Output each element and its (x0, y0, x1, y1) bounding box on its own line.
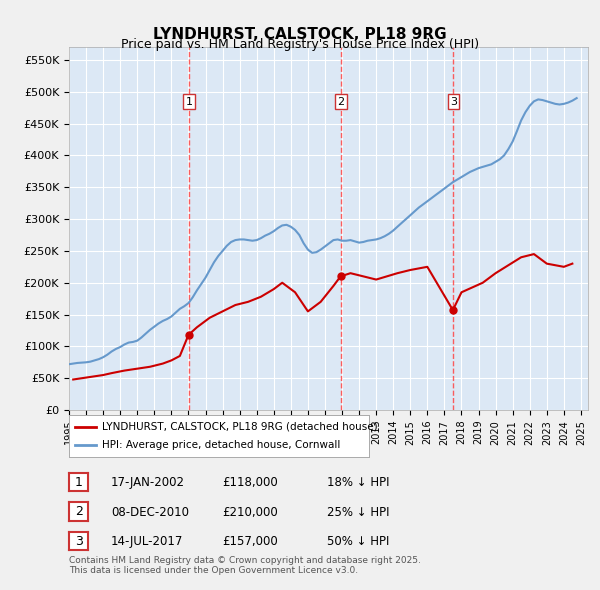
Text: 3: 3 (450, 97, 457, 107)
Text: £157,000: £157,000 (222, 535, 278, 548)
Text: 14-JUL-2017: 14-JUL-2017 (111, 535, 184, 548)
Text: 50% ↓ HPI: 50% ↓ HPI (327, 535, 389, 548)
Point (336, 271, 346, 281)
Text: 18% ↓ HPI: 18% ↓ HPI (327, 476, 389, 489)
Text: Price paid vs. HM Land Registry's House Price Index (HPI): Price paid vs. HM Land Registry's House … (121, 38, 479, 51)
Text: 1: 1 (186, 97, 193, 107)
Text: LYNDHURST, CALSTOCK, PL18 9RG: LYNDHURST, CALSTOCK, PL18 9RG (153, 27, 447, 41)
Text: 2: 2 (74, 505, 83, 518)
Text: HPI: Average price, detached house, Cornwall: HPI: Average price, detached house, Corn… (102, 440, 340, 450)
Text: 3: 3 (74, 535, 83, 548)
Text: 17-JAN-2002: 17-JAN-2002 (111, 476, 185, 489)
Text: LYNDHURST, CALSTOCK, PL18 9RG (detached house): LYNDHURST, CALSTOCK, PL18 9RG (detached … (102, 422, 377, 432)
Text: 25% ↓ HPI: 25% ↓ HPI (327, 506, 389, 519)
Text: Contains HM Land Registry data © Crown copyright and database right 2025.
This d: Contains HM Land Registry data © Crown c… (69, 556, 421, 575)
Text: 1: 1 (74, 476, 83, 489)
Text: 08-DEC-2010: 08-DEC-2010 (111, 506, 189, 519)
Point (184, 330, 194, 340)
Text: £210,000: £210,000 (222, 506, 278, 519)
Text: £118,000: £118,000 (222, 476, 278, 489)
Text: 2: 2 (337, 97, 344, 107)
Point (449, 306, 458, 315)
